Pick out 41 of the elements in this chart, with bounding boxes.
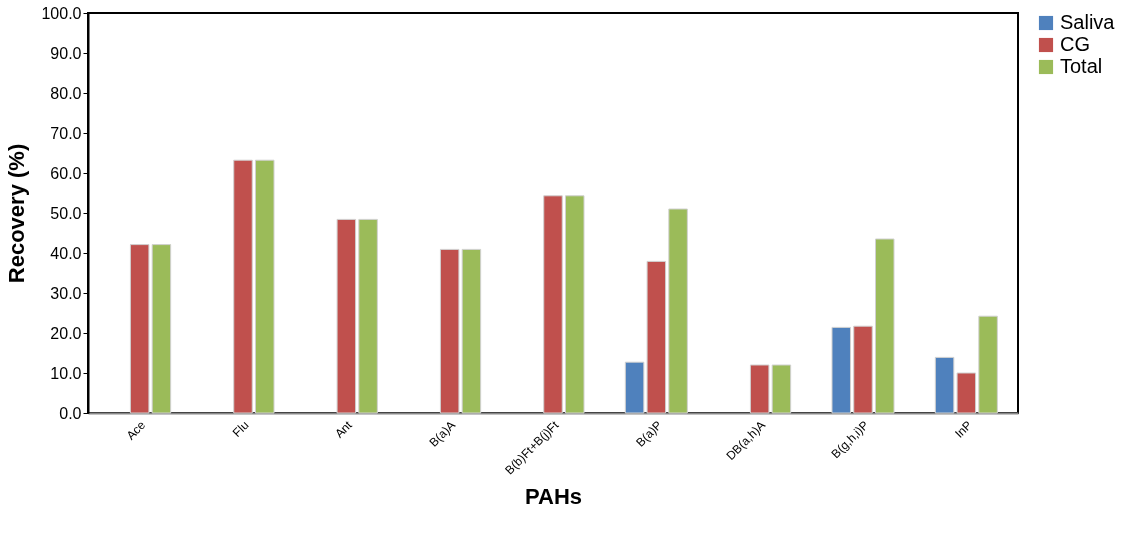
bar — [358, 218, 378, 414]
bar — [233, 159, 253, 414]
bar — [831, 326, 851, 414]
bar — [461, 248, 482, 414]
x-tick-label: Ant — [332, 417, 356, 441]
bar — [255, 159, 275, 414]
x-tick-label: Flu — [229, 418, 252, 440]
y-tick-label: 0.0 — [59, 404, 82, 422]
legend-label: Total — [1060, 55, 1103, 77]
y-tick-label: 60.0 — [50, 164, 82, 182]
bar — [336, 218, 357, 414]
y-tick-label: 10.0 — [50, 364, 82, 382]
y-tick-label: 80.0 — [50, 84, 82, 102]
legend-label: CG — [1060, 33, 1090, 55]
bar — [646, 260, 667, 414]
y-tick-label: 30.0 — [50, 284, 82, 302]
y-tick-label: 100.0 — [41, 4, 82, 22]
bar — [934, 356, 955, 414]
y-tick-label: 50.0 — [50, 204, 82, 222]
x-axis-title: PAHs — [524, 483, 583, 509]
x-tick-label: InP — [952, 418, 975, 441]
bar — [956, 372, 977, 414]
bar — [875, 238, 895, 414]
bar — [624, 361, 645, 414]
bar — [978, 315, 998, 414]
bar — [565, 195, 585, 414]
y-tick-label: 20.0 — [50, 324, 82, 342]
y-axis-title: Recovery (%) — [4, 143, 30, 284]
legend-label: Saliva — [1060, 11, 1116, 33]
bar — [749, 364, 770, 414]
y-tick-label: 40.0 — [50, 244, 82, 262]
bar — [129, 244, 150, 414]
y-tick-label: 70.0 — [50, 124, 82, 142]
bar — [771, 364, 792, 414]
bar — [668, 208, 688, 414]
x-tick-label: Ace — [123, 417, 149, 443]
bar — [151, 244, 172, 414]
y-tick-label: 90.0 — [50, 44, 82, 62]
bar — [439, 248, 460, 414]
bar — [853, 325, 873, 414]
bar — [543, 195, 563, 414]
